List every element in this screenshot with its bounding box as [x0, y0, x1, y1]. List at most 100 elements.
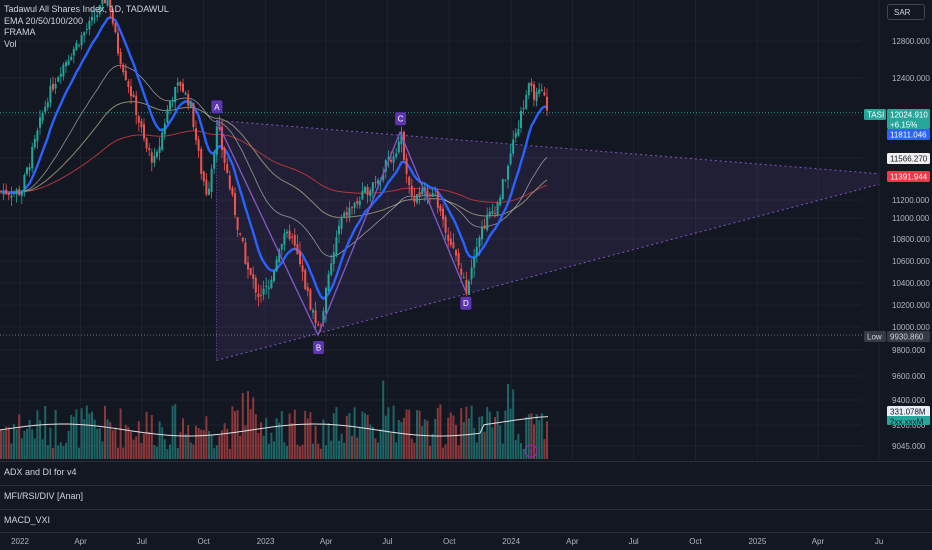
candle-body — [364, 186, 366, 194]
candle-body — [374, 182, 377, 183]
pane-separator — [0, 532, 932, 533]
volume-bar — [444, 444, 447, 459]
candle-body — [400, 132, 403, 145]
volume-bar — [280, 411, 283, 459]
candle-body — [202, 171, 205, 182]
candle-body — [145, 138, 148, 149]
candle-body — [52, 84, 54, 90]
volume-bar — [481, 416, 483, 459]
volume-bar — [340, 433, 343, 459]
candle-body — [423, 187, 426, 193]
candle-body — [231, 187, 234, 195]
volume-bar — [91, 411, 93, 459]
candle-body — [104, 0, 106, 4]
x-tick-label: Jul — [382, 537, 392, 546]
volume-bar — [540, 413, 543, 459]
x-tick-label: Apr — [74, 537, 87, 546]
volume-bar — [356, 437, 359, 459]
chart-legend: Tadawul All Shares Index, 1D, TADAWUL EM… — [4, 4, 169, 50]
candle-body — [197, 139, 200, 151]
volume-bar — [457, 445, 460, 459]
volume-bar — [486, 406, 489, 459]
candle-body — [527, 83, 530, 96]
volume-bar — [70, 414, 73, 459]
candle-body — [390, 159, 392, 162]
candle-body — [182, 83, 184, 92]
candle-body — [449, 238, 452, 246]
grid — [0, 0, 880, 460]
lightning-icon-glyph: ⚡ — [528, 447, 534, 456]
volume-bar — [150, 415, 153, 459]
candle-body — [192, 103, 195, 128]
volume-bar — [239, 435, 242, 459]
volume-bar — [215, 445, 218, 459]
candle-body — [257, 293, 260, 298]
symbol-title[interactable]: Tadawul All Shares Index, 1D, TADAWUL — [4, 4, 169, 14]
candle-body — [421, 189, 424, 195]
candle-body — [366, 187, 369, 195]
low-label-badge-text: Low — [867, 333, 882, 342]
volume-bar — [174, 404, 177, 459]
y-tick-label: 11200.000 — [892, 196, 930, 205]
indicator-vol[interactable]: Vol — [4, 38, 17, 49]
x-tick-label: Jul — [628, 537, 638, 546]
pane-title-adx[interactable]: ADX and DI for v4 — [4, 467, 77, 477]
volume-bar — [2, 430, 5, 459]
candle-body — [49, 85, 52, 103]
candle-body — [481, 227, 483, 240]
volume-bar — [114, 427, 117, 459]
candle-body — [335, 237, 338, 255]
candle-body — [15, 189, 18, 194]
candle-body — [377, 180, 379, 184]
indicator-ema[interactable]: EMA 20/50/100/200 — [4, 15, 84, 26]
triangle-fill — [216, 120, 880, 361]
volume-bar — [54, 409, 57, 459]
currency-button[interactable]: SAR — [887, 4, 925, 20]
price-axis[interactable]: 12800.00012400.00012000.00011600.0001120… — [892, 37, 930, 451]
pattern-label-b: B — [316, 344, 321, 353]
volume-bar — [460, 408, 463, 459]
candle-body — [148, 148, 151, 151]
volume-bar — [387, 407, 390, 459]
volume-bar — [18, 414, 21, 459]
pane-title-macd[interactable]: MACD_VXI — [4, 515, 51, 525]
pane-separator — [0, 485, 932, 486]
x-tick-label: Oct — [443, 537, 456, 546]
candle-body — [184, 92, 187, 95]
y-tick-label: 10600.000 — [892, 257, 930, 266]
volume-bar — [260, 422, 262, 459]
volume-bar — [288, 413, 291, 459]
candle-body — [397, 141, 400, 153]
volume-bar — [93, 419, 96, 459]
candle-body — [127, 81, 130, 88]
candle-body — [286, 231, 288, 234]
volume-bar — [241, 392, 244, 459]
volume-bar — [312, 443, 314, 459]
candle-body — [169, 100, 171, 110]
candle-body — [150, 152, 153, 163]
volume-bar — [163, 439, 166, 459]
volume-bar — [36, 410, 39, 459]
x-tick-label: Ju — [875, 537, 883, 546]
candle-body — [317, 324, 320, 326]
volume-bar — [462, 422, 465, 459]
candle-body — [301, 265, 304, 272]
pane-title-mfi[interactable]: MFI/RSI/DIV [Anan] — [4, 491, 84, 501]
candle-body — [109, 0, 112, 11]
volume-bar — [314, 425, 317, 459]
volume-bar — [322, 419, 325, 459]
candle-body — [345, 212, 348, 216]
volume-bar — [41, 439, 44, 459]
indicator-frama[interactable]: FRAMA — [4, 27, 36, 37]
time-axis[interactable]: 2022 Apr Jul Oct 2023 Apr Jul Oct 2024 Apr Jul Oct 2… — [11, 537, 883, 546]
volume-bar — [265, 418, 268, 459]
candle-body — [236, 217, 239, 230]
x-tick-label: 2025 — [748, 537, 766, 546]
volume-bar — [434, 418, 437, 459]
candle-body — [309, 289, 312, 310]
candle-body — [436, 191, 439, 208]
volume-bar — [15, 428, 18, 459]
low-label-badge-bg — [864, 331, 886, 342]
volume-bar — [117, 447, 119, 459]
